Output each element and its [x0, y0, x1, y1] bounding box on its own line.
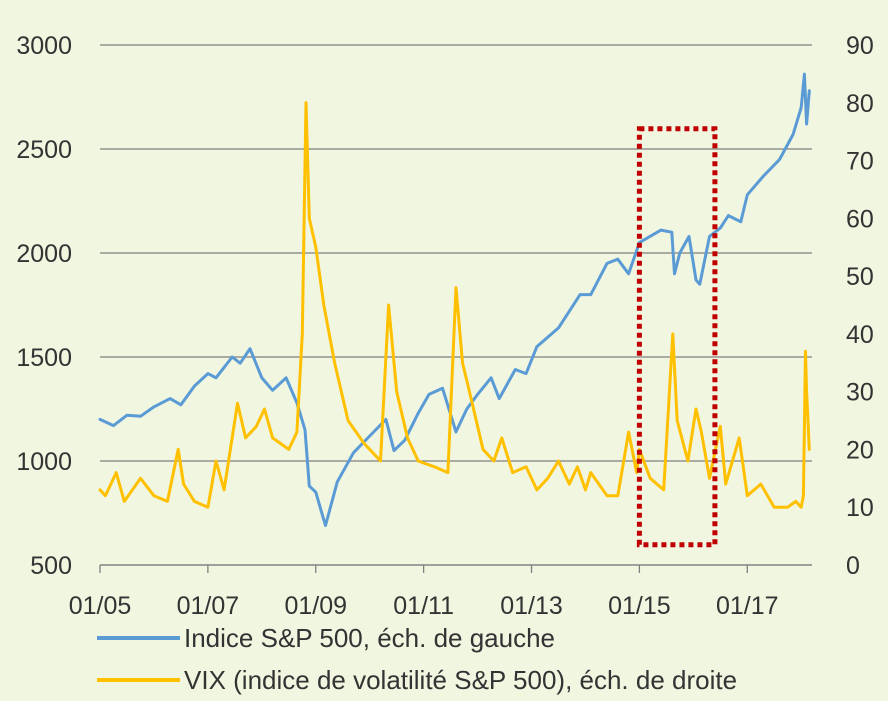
y-right-tick-30: 30 — [846, 379, 874, 407]
y-left-tick-1000: 1000 — [16, 448, 72, 476]
y-left-tick-2000: 2000 — [16, 240, 72, 268]
y-left-tick-2500: 2500 — [16, 136, 72, 164]
y-right-tick-20: 20 — [846, 436, 874, 464]
grid-lines — [99, 44, 812, 573]
x-tick-01-05: 01/05 — [69, 592, 132, 620]
x-tick-01-09: 01/09 — [284, 592, 347, 620]
x-tick-01-17: 01/17 — [716, 592, 779, 620]
y-right-tick-80: 80 — [846, 90, 874, 118]
y-left-tick-3000: 3000 — [16, 32, 72, 60]
y-right-tick-10: 10 — [846, 494, 874, 522]
x-tick-01-11: 01/11 — [393, 592, 454, 620]
y-right-tick-50: 50 — [846, 263, 874, 291]
y-right-tick-70: 70 — [846, 148, 874, 176]
x-tick-01-07: 01/07 — [177, 592, 240, 620]
y-right-tick-90: 90 — [846, 32, 874, 60]
y-right-tick-40: 40 — [846, 321, 874, 349]
series-lines — [98, 72, 811, 527]
legend-label-vix: VIX (indice de volatilité S&P 500), éch.… — [184, 665, 737, 695]
y-left-tick-1500: 1500 — [16, 344, 72, 372]
y-right-tick-60: 60 — [846, 205, 874, 233]
x-tick-01-15: 01/15 — [608, 592, 671, 620]
legend: Indice S&P 500, éch. de gauche VIX (indi… — [97, 623, 737, 695]
highlight-box — [636, 126, 718, 548]
axis-ticks: 500 1000 1500 2000 2500 3000 0 10 20 30 40 50 60 70 80… — [16, 32, 873, 620]
y-left-tick-500: 500 — [30, 552, 72, 580]
legend-label-sp500: Indice S&P 500, éch. de gauche — [184, 623, 555, 653]
annotation-layer — [636, 126, 718, 548]
series-line-vix — [98, 101, 811, 509]
x-tick-01-13: 01/13 — [500, 592, 563, 620]
y-right-tick-0: 0 — [846, 552, 860, 580]
